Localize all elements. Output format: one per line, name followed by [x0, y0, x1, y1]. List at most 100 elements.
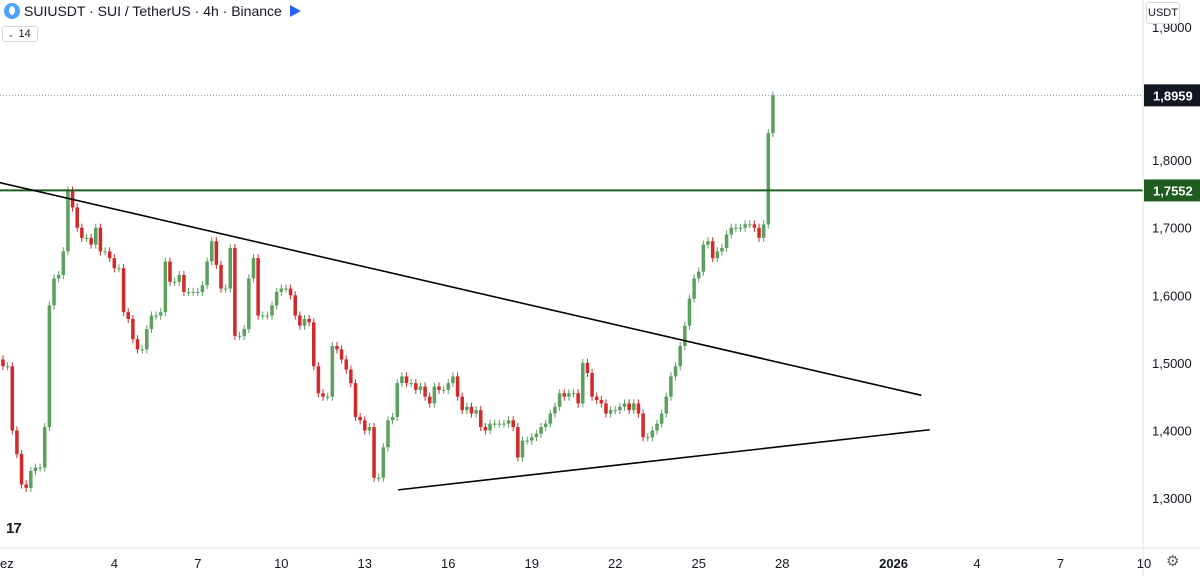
chevron-down-icon[interactable]: ⌄: [7, 28, 15, 39]
candle-body: [38, 467, 42, 469]
candle-body: [214, 241, 219, 265]
candle-body: [752, 224, 757, 228]
support-trend-line[interactable]: [398, 428, 930, 491]
candle-body: [525, 440, 529, 442]
candle-body: [451, 376, 455, 384]
candle-body: [594, 396, 599, 401]
candle-body: [706, 241, 710, 245]
candle-body: [256, 258, 260, 316]
horizontal-level-label: 1,7552: [1153, 183, 1193, 198]
candle-body: [307, 318, 311, 323]
candle-body: [94, 227, 98, 245]
candle-body: [748, 224, 752, 226]
x-tick-label: 7: [1057, 556, 1064, 571]
candle-body: [61, 251, 66, 276]
candle-body: [715, 251, 720, 259]
currency-button[interactable]: USDT: [1146, 2, 1180, 24]
candle-body: [89, 237, 93, 245]
candle-body: [622, 403, 627, 407]
candles: [1, 91, 775, 492]
x-tick-label: ez: [0, 556, 14, 571]
candle-body: [557, 393, 562, 407]
candle-body: [196, 291, 200, 293]
candle-body: [743, 224, 747, 228]
candle-body: [655, 423, 659, 431]
candle-body: [325, 396, 330, 398]
candle-body: [734, 227, 738, 229]
candle-body: [581, 362, 585, 404]
x-tick-label: 10: [274, 556, 288, 571]
candle-body: [80, 227, 84, 238]
candle-body: [766, 133, 771, 225]
candle-body: [516, 427, 520, 458]
candle-body: [33, 467, 38, 471]
candle-body: [219, 264, 223, 289]
chart-header[interactable]: SUIUSDT · SUI / TetherUS · 4h · Binance: [4, 3, 301, 19]
candle-body: [233, 247, 237, 336]
candle-body: [395, 383, 400, 417]
candle-body: [520, 440, 525, 458]
candle-body: [223, 288, 228, 290]
y-tick-label: 1,4000: [1152, 423, 1192, 438]
candle-body: [418, 386, 423, 390]
candle-body: [608, 410, 613, 414]
candle-body: [604, 403, 608, 414]
candle-body: [618, 406, 622, 411]
candle-body: [400, 376, 404, 384]
candle-body: [761, 224, 766, 238]
flag-icon[interactable]: [289, 5, 301, 17]
candle-body: [163, 261, 168, 313]
candle-body: [585, 362, 590, 373]
candle-body: [771, 95, 775, 134]
candle-body: [75, 207, 79, 228]
candle-body: [474, 410, 478, 414]
candle-body: [316, 366, 321, 394]
candle-body: [414, 383, 418, 390]
candle-body: [47, 305, 52, 428]
indicator-value: 14: [18, 28, 31, 40]
candle-body: [158, 312, 163, 316]
candle-body: [228, 247, 233, 289]
candle-body: [66, 190, 70, 252]
candle-body: [562, 393, 567, 397]
candle-body: [511, 420, 515, 428]
candle-body: [465, 406, 469, 411]
candle-body: [10, 366, 15, 431]
candle-body: [56, 275, 61, 279]
candle-body: [24, 484, 28, 488]
candle-body: [576, 393, 580, 404]
candle-body: [344, 359, 348, 370]
candle-body: [437, 386, 441, 390]
resistance-trend-line[interactable]: [0, 181, 922, 397]
symbol-title[interactable]: SUIUSDT · SUI / TetherUS · 4h · Binance: [24, 3, 282, 19]
candle-body: [107, 251, 112, 259]
candle-body: [335, 345, 339, 350]
candle-body: [172, 281, 177, 283]
candle-body: [669, 376, 673, 397]
gear-icon[interactable]: ⚙: [1166, 553, 1180, 570]
indicator-value-box[interactable]: ⌄ 14: [2, 26, 38, 42]
tradingview-logo-icon[interactable]: 17: [6, 520, 22, 537]
candle-body: [678, 345, 682, 367]
candle-body: [126, 312, 130, 319]
candle-body: [270, 305, 274, 316]
candle-body: [330, 345, 335, 397]
sui-logo-icon: [4, 3, 20, 19]
candle-body: [710, 241, 715, 259]
candle-body: [720, 247, 724, 252]
horizontal-level-badge: [1144, 179, 1200, 202]
candle-body: [553, 406, 557, 414]
x-tick-label: 4: [973, 556, 980, 571]
candle-body: [724, 234, 729, 248]
candle-body: [590, 372, 594, 397]
candle-body: [386, 420, 390, 448]
candle-body: [19, 454, 24, 485]
candle-body: [131, 318, 135, 340]
candle-body: [390, 416, 395, 421]
candle-body: [432, 386, 437, 404]
candle-body: [757, 227, 761, 238]
candle-body: [441, 389, 446, 391]
candle-body: [376, 477, 381, 479]
